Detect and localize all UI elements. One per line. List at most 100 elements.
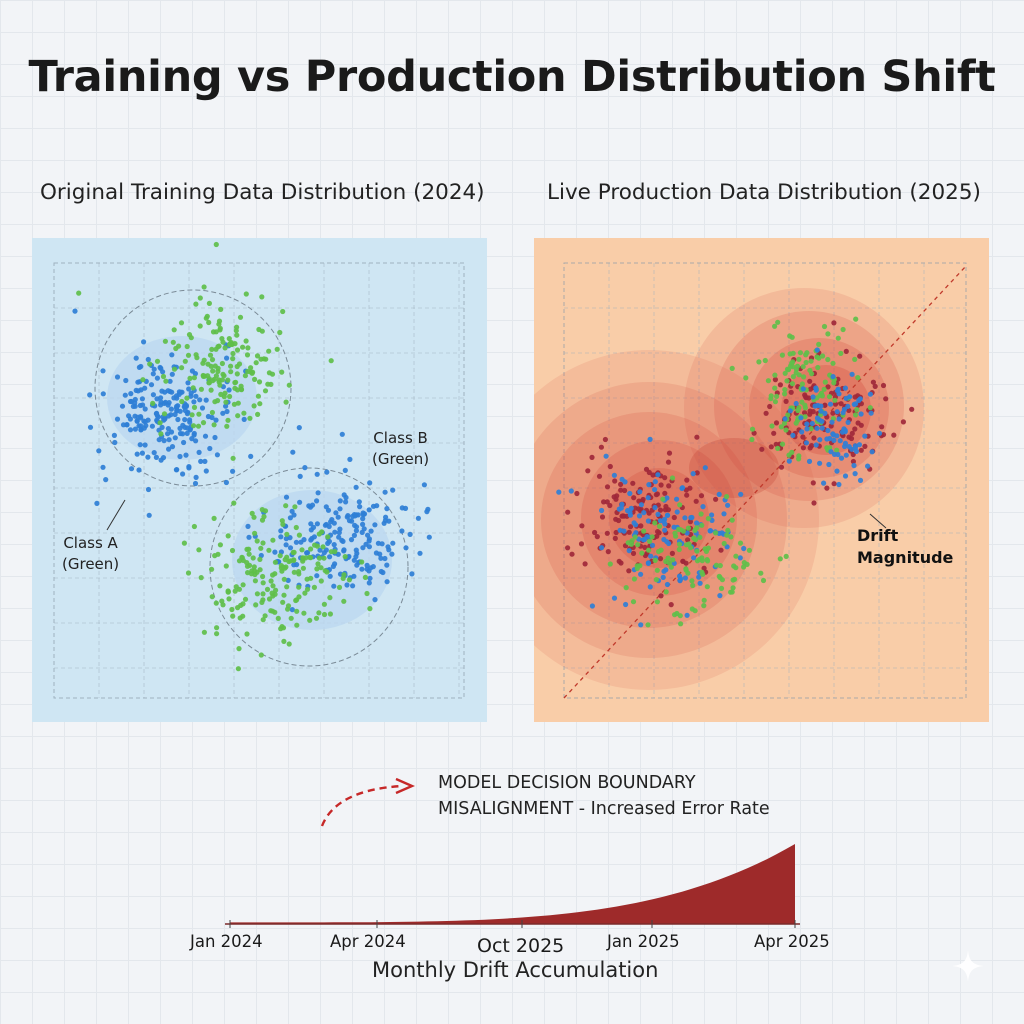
production-blue-point [814, 425, 820, 431]
production-green-point [775, 319, 781, 325]
class-b-green-point [212, 553, 218, 559]
production-red-point [666, 450, 673, 456]
production-red-point [582, 561, 588, 567]
class-a-blue-point [203, 468, 209, 474]
class-b-green-point [242, 596, 249, 602]
production-blue-point [621, 528, 627, 534]
class-b-green-point [245, 570, 251, 576]
production-green-point [797, 350, 803, 356]
production-green-point [815, 364, 821, 371]
production-red-point [594, 534, 600, 540]
class-a-blue-point [142, 419, 148, 425]
production-green-point [656, 523, 663, 529]
production-red-point [598, 444, 604, 450]
class-b-green-point [316, 555, 322, 561]
class-a-green-point [258, 356, 264, 362]
class-b-green-point [324, 569, 330, 575]
class-b-green-point [293, 524, 299, 531]
production-blue-point [826, 461, 832, 468]
class-a-green-point [194, 355, 200, 361]
class-a-blue-point [184, 430, 190, 436]
production-red-point [891, 432, 897, 438]
class-a-green-point [224, 423, 230, 429]
production-green-point [670, 557, 676, 563]
production-green-point [635, 542, 641, 548]
class-a-blue-point [137, 442, 143, 448]
class-b-blue-point [384, 579, 390, 585]
production-green-point [784, 378, 790, 384]
class-a-blue-point [127, 427, 134, 433]
production-green-point [685, 525, 691, 531]
class-a-blue-point [172, 435, 178, 441]
production-green-point [699, 522, 705, 528]
class-a-green-point [140, 377, 146, 383]
class-a-blue-point [123, 377, 129, 384]
class-b-green-point [321, 611, 328, 618]
class-b-green-point [294, 622, 300, 628]
production-red-point [855, 420, 861, 426]
class-a-green-point [255, 393, 261, 399]
class-b-blue-point [311, 534, 317, 540]
x-tick-label: Jan 2025 [607, 932, 680, 951]
class-a-blue-point [133, 387, 139, 393]
class-a-green-point [244, 352, 251, 358]
class-b-green-point [311, 584, 317, 590]
class-a-blue-point [168, 429, 175, 435]
class-a-blue-point [162, 399, 169, 405]
class-a-blue-point [192, 371, 198, 377]
production-red-point [807, 408, 813, 414]
production-blue-point [700, 504, 706, 510]
class-b-green-point [213, 600, 219, 606]
class-a-green-point [235, 400, 241, 406]
production-blue-point [645, 560, 651, 566]
production-red-point [662, 475, 668, 481]
class-b-green-point [281, 576, 287, 582]
production-red-point [605, 549, 611, 555]
production-red-point [680, 558, 686, 564]
production-blue-point [641, 510, 647, 516]
production-green-point [802, 405, 808, 411]
production-red-point [618, 487, 624, 493]
class-a-blue-point [173, 393, 180, 399]
production-blue-point [842, 385, 848, 391]
production-blue-point [800, 386, 806, 392]
production-blue-point [647, 584, 653, 590]
class-a-green-point [280, 308, 286, 315]
class-a-green-point [248, 365, 254, 371]
class-a-blue-point [191, 399, 197, 405]
class-b-green-point [312, 542, 318, 548]
class-a-green-point [200, 373, 207, 379]
class-a-blue-point [177, 453, 183, 460]
class-a-green-point [227, 393, 233, 400]
production-green-point [814, 354, 820, 360]
class-b-green-point [233, 584, 239, 590]
class-b-green-point [219, 598, 225, 604]
production-green-point [783, 427, 789, 433]
production-green-point [784, 366, 791, 372]
production-green-point [686, 541, 692, 547]
class-b-green-point [336, 584, 343, 590]
production-green-point [689, 606, 695, 612]
class-b-blue-point [314, 521, 320, 527]
class-b-blue-point [372, 597, 378, 603]
class-a-green-point [209, 409, 215, 416]
class-a-green-point [225, 377, 231, 383]
class-b-blue-point [353, 484, 359, 490]
class-b-green-point [286, 558, 292, 565]
production-red-point [683, 487, 689, 493]
class-a-green-point [245, 345, 251, 351]
page-title: Training vs Production Distribution Shif… [28, 52, 996, 102]
class-a-green-point [223, 399, 229, 405]
class-b-blue-point [390, 540, 396, 546]
production-red-point [862, 443, 868, 449]
class-a-blue-point [165, 431, 171, 437]
class-a-blue-point [176, 389, 182, 395]
production-red-point [684, 492, 690, 498]
class-b-green-point [327, 595, 333, 601]
grid-border [53, 262, 465, 699]
production-blue-point [818, 408, 824, 414]
production-red-point [613, 516, 619, 522]
production-red-point [589, 454, 595, 460]
class-b-green-point [285, 603, 292, 609]
class-b-blue-point [366, 580, 372, 586]
